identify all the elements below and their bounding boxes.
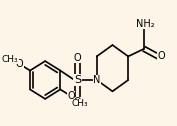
Text: O: O [16,59,23,69]
Text: CH₃: CH₃ [2,55,18,64]
Text: O: O [158,51,166,61]
Text: N: N [93,75,100,85]
Text: O: O [74,53,81,63]
Text: NH₂: NH₂ [136,19,155,29]
Text: S: S [74,75,81,85]
Text: O: O [74,97,81,107]
Text: O: O [67,91,75,101]
Text: CH₃: CH₃ [72,99,88,108]
